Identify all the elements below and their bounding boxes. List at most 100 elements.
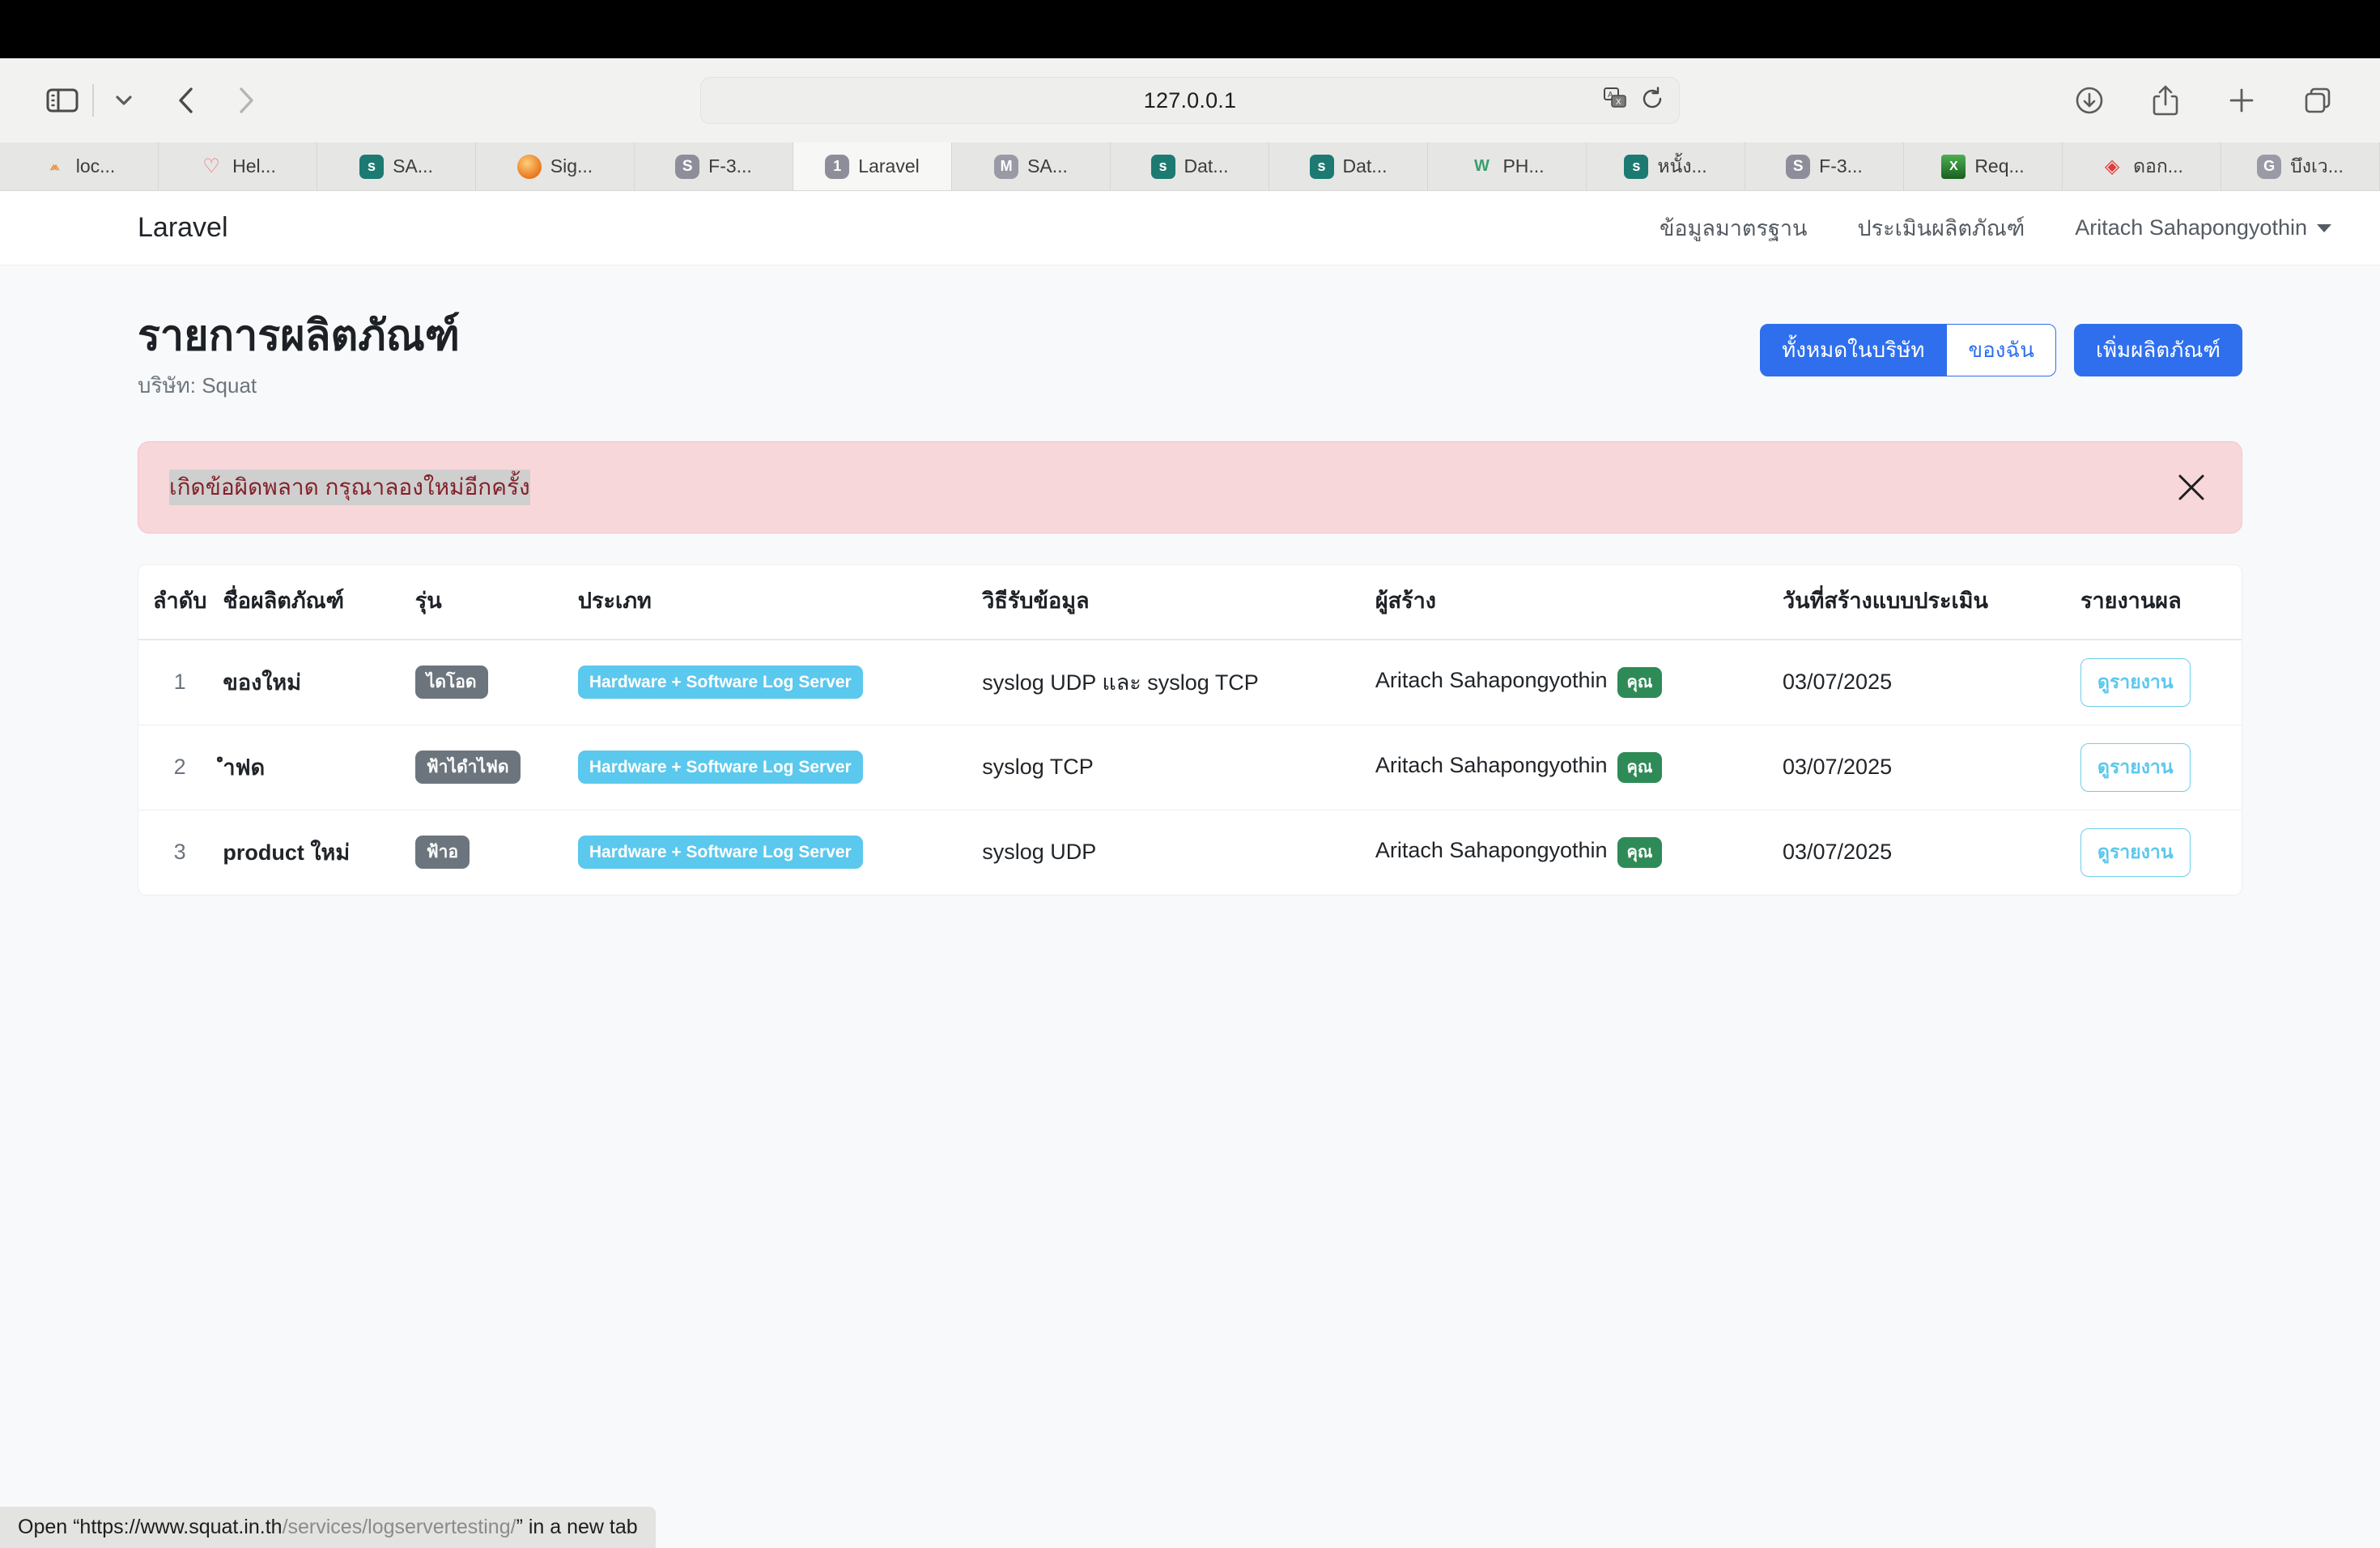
browser-tab[interactable]: 1 Laravel [793,142,952,190]
cell-type: Hardware + Software Log Server [569,639,975,725]
browser-tab[interactable]: s Dat... [1111,142,1269,190]
products-table-card: ลำดับ ชื่อผลิตภัณฑ์ รุ่น ประเภท วิธีรับข… [138,563,2242,895]
cell-created-date: 03/07/2025 [1774,639,2073,725]
filter-all-company-button[interactable]: ทั้งหมดในบริษัท [1760,324,1947,376]
cell-report: ดูรายงาน [2072,810,2242,895]
forward-button[interactable] [220,75,270,125]
table-row: 1 ของใหม่ ไดโอด Hardware + Software Log Ser… [138,639,2242,725]
cell-no: 2 [138,725,215,810]
type-badge: Hardware + Software Log Server [577,751,863,785]
browser-tab[interactable]: S F-3... [1745,142,1904,190]
sharepoint-icon: s [359,154,385,179]
browser-tab[interactable]: ⩕ loc... [0,142,159,190]
add-product-button[interactable]: เพิ่มผลิตภัณฑ์ [2073,324,2242,376]
browser-tab-label: หนั้ง... [1657,155,1707,176]
cell-no: 3 [173,840,186,865]
browser-tab-label: SA... [1027,155,1068,176]
creator-name: Aritach Sahapongyothin [1375,667,1608,692]
browser-tab-label: บึงเว... [2290,155,2344,176]
browser-tab[interactable]: s หนั้ง... [1587,142,1745,190]
cell-method: syslog UDP และ syslog TCP [974,639,1367,725]
browser-tab-label: Laravel [858,155,920,176]
phpmyadmin-icon: ⩕ [49,159,60,173]
view-report-button[interactable]: ดูรายงาน [2080,827,2191,877]
browser-tab[interactable]: Sig... [476,142,635,190]
owner-badge: คุณ [1617,666,1663,698]
nav-link-evaluate-product[interactable]: ประเมินผลิตภัณฑ์ [1857,216,2025,240]
browser-tab[interactable]: s SA... [317,142,476,190]
sharepoint-icon: s [1309,154,1334,179]
browser-tab-label: Dat... [1184,155,1229,176]
column-header-name: ชื่อผลิตภัณฑ์ [215,564,407,640]
header-actions: ทั้งหมดในบริษัท ของฉัน เพิ่มผลิตภัณฑ์ [1760,313,2242,376]
table-header-row: ลำดับ ชื่อผลิตภัณฑ์ รุ่น ประเภท วิธีรับข… [138,564,2242,640]
cell-method: syslog UDP [982,840,1097,865]
reload-icon[interactable] [1640,86,1664,115]
share-icon[interactable] [2140,75,2191,125]
cell-model: ไดโอด [406,639,570,725]
browser-tab[interactable]: G บึงเว... [2221,142,2380,190]
sharepoint-icon: s [1150,154,1175,179]
red-diamond-icon: ◈ [2104,155,2120,177]
page-header: รายการผลิตภัณฑ์ บริษัท: Squat ทั้งหมดในบ… [138,313,2242,402]
app-navbar: Laravel ข้อมูลมาตรฐาน ประเมินผลิตภัณฑ์ A… [0,191,2380,266]
browser-tab-label: PH... [1502,155,1545,176]
browser-tab[interactable]: X Req... [1904,142,2063,190]
svg-text:X: X [1616,98,1621,107]
download-icon[interactable] [2064,75,2114,125]
back-button[interactable] [162,75,212,125]
page-container: รายการผลิตภัณฑ์ บริษัท: Squat ทั้งหมดในบ… [0,266,2380,895]
chevron-down-icon [2317,223,2331,232]
error-alert: เกิดข้อผิดพลาด กรุณาลองใหม่อีกครั้ง [138,440,2242,534]
cell-created-date: 03/07/2025 [1782,840,1893,865]
cell-model: ฟ้าอ [407,810,570,895]
sidebar-icon[interactable] [37,75,87,125]
browser-tab-label: loc... [75,155,116,176]
toolbar-divider [92,84,94,117]
owner-badge: คุณ [1617,751,1663,783]
browser-tab[interactable]: ♡ Hel... [159,142,317,190]
browser-tab[interactable]: W PH... [1428,142,1587,190]
error-alert-message: เกิดข้อผิดพลาด กรุณาลองใหม่อีกครั้ง [169,469,530,505]
filter-mine-button[interactable]: ของฉัน [1946,324,2056,376]
browser-tab[interactable]: S F-3... [635,142,793,190]
products-table-body: 1 ของใหม่ ไดโอด Hardware + Software Log Ser… [138,639,2242,895]
column-header-method: วิธีรับข้อมูล [974,564,1367,640]
cell-type: Hardware + Software Log Server [570,810,974,895]
column-header-type: ประเภท [569,564,975,640]
view-report-button[interactable]: ดูรายงาน [2080,657,2191,707]
user-menu[interactable]: Aritach Sahapongyothin [2075,215,2331,240]
column-header-created-date: วันที่สร้างแบบประเมิน [1774,564,2073,640]
sharepoint-icon: s [1624,154,1649,179]
navbar-links: ข้อมูลมาตรฐาน ประเมินผลิตภัณฑ์ Aritach S… [1660,211,2331,245]
browser-tab[interactable]: s Dat... [1269,142,1428,190]
model-badge: ฟ้าไดําไฟด [414,751,521,785]
heart-outline-icon: ♡ [202,155,220,177]
cell-type: Hardware + Software Log Server [569,725,975,810]
company-subtitle: บริษัท: Squat [138,372,257,398]
close-icon[interactable] [2172,468,2211,507]
scope-filter-group: ทั้งหมดในบริษัท ของฉัน [1760,324,2056,376]
copy-tabs-icon[interactable] [2293,75,2343,125]
browser-tab[interactable]: M SA... [952,142,1111,190]
browser-tab[interactable]: ◈ ดอก... [2063,142,2221,190]
wps-writer-icon: W [1473,157,1490,175]
svg-text:A: A [1608,91,1613,100]
browser-tab-label: Dat... [1342,155,1388,176]
nav-link-standards[interactable]: ข้อมูลมาตรฐาน [1659,216,1808,240]
google-g-icon: G [2257,154,2282,179]
view-report-button[interactable]: ดูรายงาน [2080,742,2191,792]
cell-product-name: ของใหม่ [215,639,407,725]
cell-creator: Aritach Sahapongyothin คุณ [1366,639,1774,725]
browser-tab-label: F-3... [708,155,752,176]
signal-orange-icon [516,154,542,179]
cell-product-name: product ใหม่ [223,840,351,865]
toolbar-left-controls [37,75,270,125]
brand-laravel[interactable]: Laravel [138,212,228,243]
plus-icon[interactable] [2216,75,2267,125]
products-table: ลำดับ ชื่อผลิตภัณฑ์ รุ่น ประเภท วิธีรับข… [138,564,2242,895]
chevron-down-icon[interactable] [99,75,149,125]
